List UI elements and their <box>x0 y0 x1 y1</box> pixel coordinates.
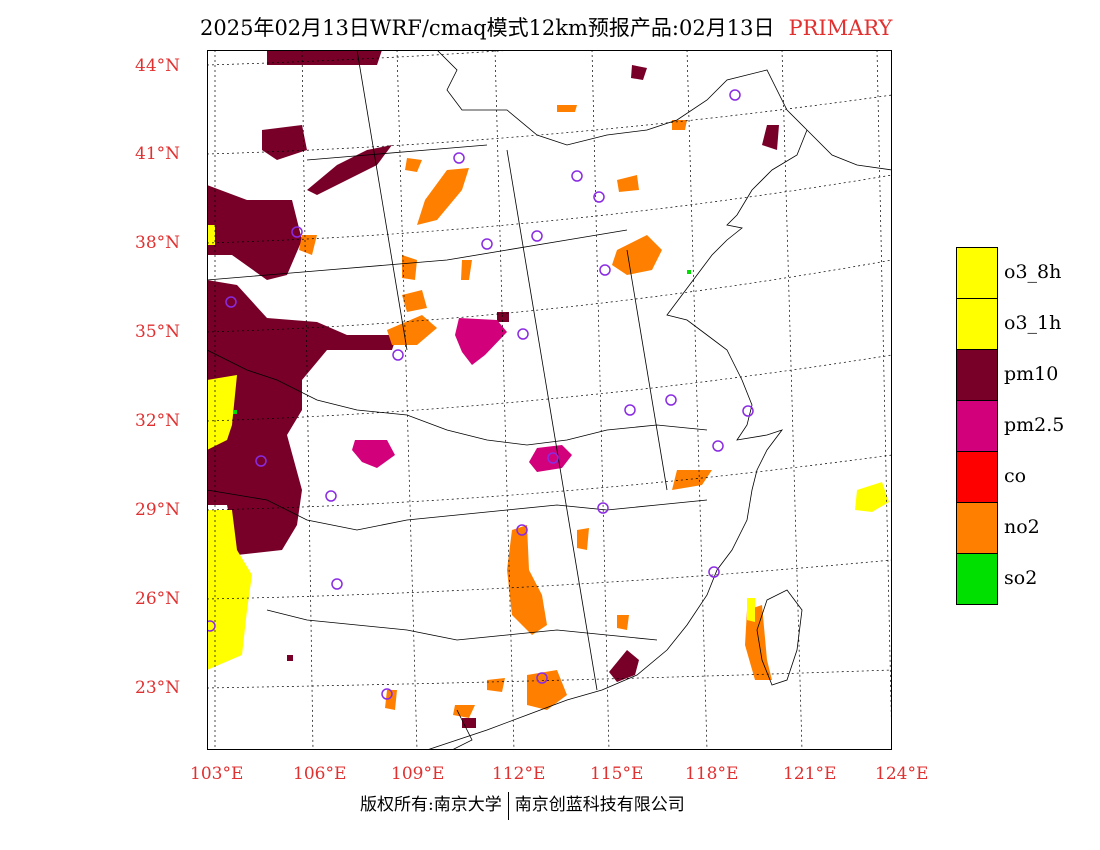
legend-label: pm10 <box>1004 363 1059 385</box>
legend-swatch-o3-8h: o3_8h <box>956 247 1061 299</box>
footer-left: 版权所有:南京大学 <box>360 795 502 815</box>
o3-region <box>207 225 889 670</box>
pollution-map <box>207 50 892 750</box>
lon-label: 121°E <box>783 764 837 784</box>
legend-label: so2 <box>1004 567 1038 589</box>
lat-label: 29°N <box>135 500 181 520</box>
lat-label: 35°N <box>135 322 181 342</box>
lon-label: 124°E <box>875 764 929 784</box>
legend: o3_8h o3_1h pm10 pm2.5 co no2 so2 <box>956 247 1064 605</box>
lon-label: 112°E <box>492 764 546 784</box>
legend-label: o3_1h <box>1004 312 1062 334</box>
footer-right: 南京创蓝科技有限公司 <box>514 795 685 815</box>
legend-label: co <box>1004 465 1027 487</box>
so2-region <box>233 270 691 414</box>
pm25-region <box>352 318 572 472</box>
legend-swatch-pm10: pm10 <box>956 349 1058 401</box>
lon-label: 106°E <box>293 764 347 784</box>
lat-label: 41°N <box>135 144 181 164</box>
no2-region <box>299 105 772 718</box>
lat-label: 32°N <box>135 411 181 431</box>
lat-label: 23°N <box>135 678 181 698</box>
legend-label: o3_8h <box>1004 261 1062 283</box>
legend-swatch-no2: no2 <box>956 502 1040 554</box>
lat-label: 38°N <box>135 233 181 253</box>
title-tag: PRIMARY <box>788 16 893 40</box>
lat-label: 44°N <box>135 56 181 76</box>
legend-label: no2 <box>1004 516 1040 538</box>
lon-label: 115°E <box>590 764 644 784</box>
legend-swatch-o3-1h: o3_1h <box>956 298 1061 350</box>
legend-label: pm2.5 <box>1004 414 1065 436</box>
graticule <box>207 50 892 750</box>
map-title: 2025年02月13日WRF/cmaq模式12km预报产品:02月13日 PRIM… <box>200 12 892 42</box>
lat-label: 26°N <box>135 589 181 609</box>
lon-label: 109°E <box>391 764 445 784</box>
footer-divider <box>507 791 509 820</box>
legend-swatch-co: co <box>956 451 1026 503</box>
pm10-region <box>207 50 779 728</box>
lon-label: 118°E <box>685 764 739 784</box>
copyright-footer: 版权所有:南京大学 南京创蓝科技有限公司 <box>360 790 685 820</box>
lon-label: 103°E <box>190 764 244 784</box>
legend-swatch-pm25: pm2.5 <box>956 400 1064 452</box>
boundary-lines <box>207 50 892 750</box>
city-markers <box>207 89 754 700</box>
title-main: 2025年02月13日WRF/cmaq模式12km预报产品:02月13日 <box>200 16 775 40</box>
legend-swatch-so2: so2 <box>956 553 1037 605</box>
